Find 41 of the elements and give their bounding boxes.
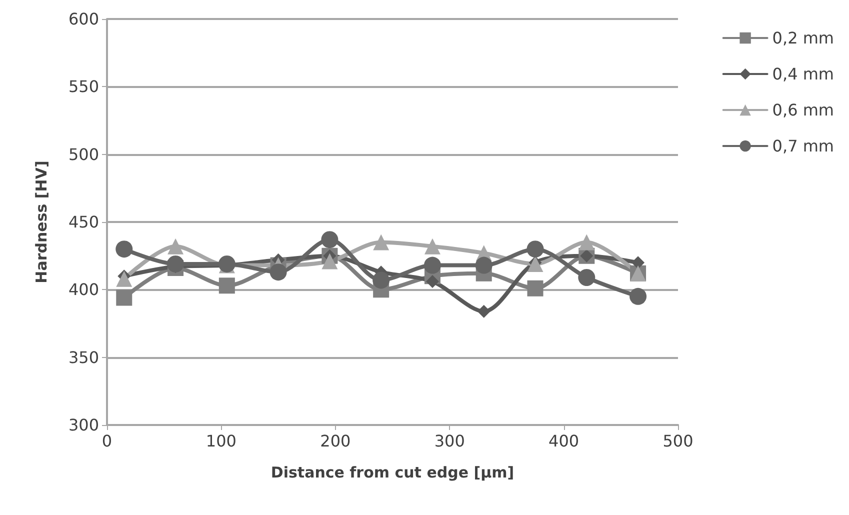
point xyxy=(526,240,544,258)
point xyxy=(630,288,647,305)
point xyxy=(426,275,439,288)
y-tick-label: 450 xyxy=(68,212,99,232)
x-axis-title: Distance from cut edge [µm] xyxy=(270,464,514,482)
legend-label: 0,2 mm xyxy=(772,28,834,48)
legend-label: 0,7 mm xyxy=(772,136,834,156)
legend-label: 0,4 mm xyxy=(772,64,834,84)
point xyxy=(167,255,184,272)
y-tick-label: 600 xyxy=(68,10,99,28)
point xyxy=(372,272,390,289)
point xyxy=(270,264,287,281)
x-tick-label: 200 xyxy=(320,432,351,450)
x-tick-label: 400 xyxy=(548,432,580,450)
y-tick-label: 550 xyxy=(68,77,99,96)
point xyxy=(116,270,132,287)
y-tick-label: 500 xyxy=(68,144,99,164)
point xyxy=(527,280,544,296)
point xyxy=(322,253,338,270)
y-tick-label: 400 xyxy=(68,280,99,300)
x-tick-label: 500 xyxy=(662,432,694,450)
legend-label: 0,6 mm xyxy=(772,100,834,120)
y-axis-title: Hardness [HV] xyxy=(32,160,50,284)
point xyxy=(116,240,133,258)
x-tick-label: 100 xyxy=(206,432,236,450)
point xyxy=(475,256,492,274)
point xyxy=(477,304,490,318)
point xyxy=(578,268,596,286)
point xyxy=(321,231,338,248)
point xyxy=(373,234,390,250)
point xyxy=(218,278,235,294)
y-tick-label: 300 xyxy=(68,416,99,434)
point xyxy=(116,290,132,306)
y-tick-label: 350 xyxy=(68,348,99,367)
x-tick-label: 0 xyxy=(102,432,112,450)
point xyxy=(424,256,441,274)
point xyxy=(632,256,645,270)
x-tick-label: 300 xyxy=(434,432,465,450)
point xyxy=(424,238,440,254)
point xyxy=(168,238,184,254)
point xyxy=(578,234,595,250)
